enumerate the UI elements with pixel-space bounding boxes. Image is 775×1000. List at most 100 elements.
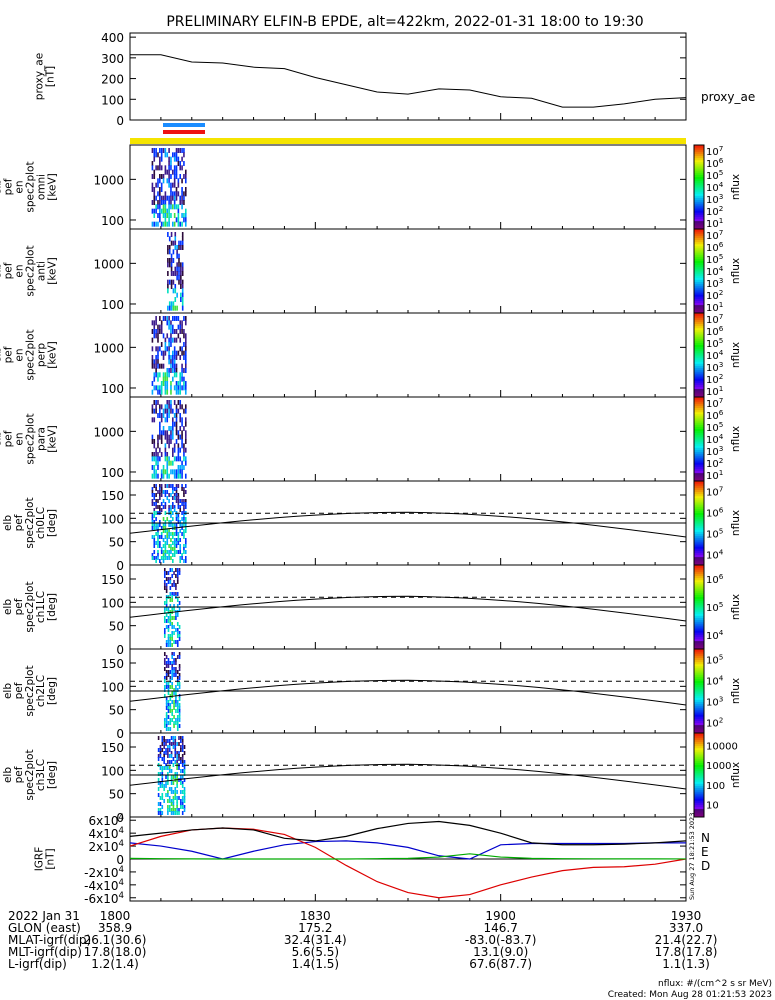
spectrogram-cell xyxy=(163,574,166,578)
spectrogram-cell xyxy=(177,447,180,453)
spectrogram-cell xyxy=(162,200,165,205)
spectrogram-cell xyxy=(167,634,170,638)
spectrogram-cell xyxy=(175,355,178,360)
colorbar-cell xyxy=(694,315,704,318)
spectrogram-cell xyxy=(170,271,173,276)
spectrogram-cell xyxy=(172,781,175,785)
spectrogram-cell xyxy=(178,625,181,629)
spectrogram-cell xyxy=(162,381,165,386)
footnote-created: Created: Mon Aug 28 01:21:53 2023 xyxy=(608,990,772,1000)
spectrogram-cell xyxy=(167,781,169,785)
colorbar-cell xyxy=(694,665,704,669)
colorbar-cell xyxy=(694,802,704,805)
colorbar-cell xyxy=(694,182,704,186)
colorbar-cell xyxy=(694,682,704,686)
footer-cell: 17.8(17.8) xyxy=(655,945,718,959)
spectrogram-cell xyxy=(167,571,170,575)
colorbar-cell xyxy=(694,411,704,415)
spectrogram-cell xyxy=(176,703,179,707)
spectrogram-cell xyxy=(167,607,170,611)
spectrogram-cell xyxy=(168,342,170,347)
spectrogram-cell xyxy=(184,359,187,365)
spectrogram-cell xyxy=(179,499,182,503)
colorbar-cell xyxy=(694,323,704,327)
spectrogram-cell xyxy=(178,673,181,677)
spectrogram-cell xyxy=(164,208,167,214)
colorbar-cell xyxy=(694,548,704,551)
spectrogram-cell xyxy=(165,673,168,677)
spectrogram-cell xyxy=(181,430,183,436)
ylabel-line: [deg] xyxy=(46,593,58,621)
footer-cell: -83.0(-83.7) xyxy=(465,933,536,947)
spectrogram-cell xyxy=(179,505,182,509)
colorbar-cell xyxy=(694,770,704,774)
spectrogram-cell xyxy=(178,607,181,611)
spectrogram-cell xyxy=(163,742,165,746)
spectrogram-cell xyxy=(175,421,178,427)
spectrogram-cell xyxy=(167,637,170,641)
colorbar-cell xyxy=(694,302,704,306)
spectrogram-cell xyxy=(166,400,169,405)
spectrogram-cell xyxy=(178,245,180,250)
ylabel-line: pef xyxy=(3,346,15,363)
spectrogram-cell xyxy=(177,514,180,518)
spectrogram-cell xyxy=(173,505,176,509)
spectrogram-cell xyxy=(169,670,172,674)
spectrogram-cell xyxy=(157,389,159,395)
spectrogram-cell xyxy=(177,213,180,218)
spectrogram-cell xyxy=(157,434,159,440)
ylabel-line: para xyxy=(36,427,48,451)
spectrogram-cell xyxy=(159,187,161,192)
spectrogram-cell xyxy=(172,739,175,743)
colorbar-cell xyxy=(694,737,704,740)
spectrogram-cell xyxy=(160,452,163,457)
spectrogram-cell xyxy=(184,174,187,179)
spectrogram-cell xyxy=(172,523,174,527)
spectrogram-cell xyxy=(153,473,156,479)
spectrogram-cell xyxy=(157,221,159,227)
spectrogram-cell xyxy=(184,221,187,227)
colorbar-cell xyxy=(694,644,704,648)
spectrogram-cell xyxy=(175,408,178,414)
colorbar-tick-label: 101 xyxy=(706,216,723,231)
spectrogram-cell xyxy=(174,266,177,272)
colorbar-cell xyxy=(694,520,704,524)
spectrogram-cell xyxy=(164,389,167,395)
spectrogram-cell xyxy=(179,550,182,554)
spectrogram-cell xyxy=(176,727,179,731)
spectrogram-cell xyxy=(165,727,168,731)
spectrogram-cell xyxy=(169,685,172,689)
spectrogram-cell xyxy=(177,385,180,391)
colorbar-cell xyxy=(694,617,704,621)
spectrogram-cell xyxy=(173,221,176,227)
spectrogram-cell xyxy=(168,493,170,497)
spectrogram-cell xyxy=(184,381,187,386)
spectrogram-cell xyxy=(181,421,183,427)
spectrogram-cell xyxy=(165,700,168,704)
spectrogram-cell xyxy=(153,372,156,378)
spectrogram-cell xyxy=(173,706,175,710)
spectrogram-cell xyxy=(165,721,168,725)
spectrogram-cell xyxy=(155,452,157,457)
colorbar-cell xyxy=(694,390,704,394)
spectrogram-cell xyxy=(168,434,170,440)
spectrogram-cell xyxy=(183,447,185,453)
spectrogram-cell xyxy=(151,165,154,171)
spectrogram-cell xyxy=(157,541,159,545)
spectrogram-cell xyxy=(181,288,184,294)
colorbar-tick-label: 107 xyxy=(706,312,723,327)
spectrogram-cell xyxy=(172,805,175,809)
spectrogram-cell xyxy=(184,520,187,524)
spectrogram-cell xyxy=(159,372,161,378)
spectrogram-cell xyxy=(164,520,167,524)
spectrogram-cell xyxy=(179,337,182,343)
spectrogram-cell xyxy=(157,324,159,330)
spectrogram-cell xyxy=(159,413,161,418)
spectrogram-cell xyxy=(159,745,162,749)
spectrogram-cell xyxy=(168,426,170,431)
spectrogram-cell xyxy=(165,604,168,608)
spectrogram-cell xyxy=(165,625,168,629)
spectrogram-cell xyxy=(168,484,170,488)
